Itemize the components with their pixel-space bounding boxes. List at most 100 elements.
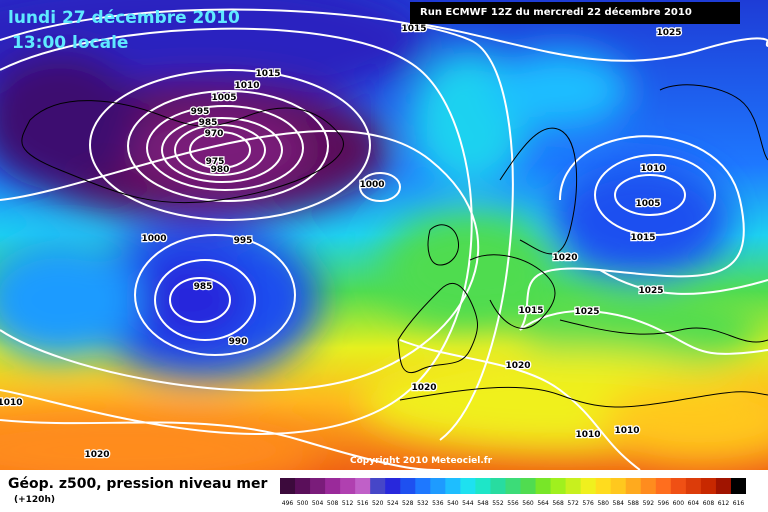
isobar-label: 1020 [505, 361, 530, 371]
legend-swatch [610, 478, 627, 494]
isobar-label: 1005 [211, 93, 236, 103]
geopotential-map: 1015 1025 1015 1010 1005 995 985 970 975 980 1000 1… [0, 0, 768, 470]
forecast-time: 13:00 locale [12, 33, 129, 53]
legend-swatch [355, 478, 371, 494]
legend-swatch [700, 478, 717, 494]
legend-label: 580 [597, 500, 609, 507]
legend-swatch [580, 478, 597, 494]
legend-swatch [385, 478, 401, 494]
isobar-label: 1025 [638, 286, 663, 296]
legend-label: 512 [342, 500, 354, 507]
isobar-label: 1010 [614, 426, 639, 436]
legend-label: 516 [357, 500, 369, 507]
forecast-range: (+120h) [14, 495, 55, 505]
legend-label: 524 [387, 500, 399, 507]
legend-label: 592 [643, 500, 655, 507]
legend-label: 548 [477, 500, 489, 507]
isobar-label: 1000 [359, 180, 384, 190]
legend-swatch [475, 478, 491, 494]
legend-swatch [370, 478, 386, 494]
legend-swatch [685, 478, 702, 494]
legend-swatch [490, 478, 506, 494]
legend-label: 500 [297, 500, 309, 507]
legend-label: 612 [718, 500, 730, 507]
legend-swatch [640, 478, 657, 494]
legend-label: 508 [327, 500, 339, 507]
isobar-label: 1015 [630, 233, 655, 243]
isobar-label: 1010 [0, 398, 23, 408]
isobar-label: 1025 [656, 28, 681, 38]
legend-swatch [715, 478, 732, 494]
legend-swatch [505, 478, 522, 494]
isobar-label: 1015 [518, 306, 543, 316]
isobar-label: 985 [194, 282, 213, 292]
legend-swatch [460, 478, 476, 494]
legend-swatch [625, 478, 642, 494]
isobar-label: 970 [205, 129, 224, 139]
isobar-label: 995 [234, 236, 253, 246]
legend-label: 616 [733, 500, 745, 507]
isobar-label: 1020 [84, 450, 109, 460]
legend-label: 588 [628, 500, 640, 507]
isobar-label: 1010 [575, 430, 600, 440]
isobar-label: 1020 [411, 383, 436, 393]
isobar-label: 1025 [574, 307, 599, 317]
legend-swatch [415, 478, 431, 494]
parameter-title: Géop. z500, pression niveau mer [8, 476, 268, 492]
isobar-label: 1000 [141, 234, 166, 244]
legend-label: 576 [582, 500, 594, 507]
legend-swatch [565, 478, 582, 494]
legend-label: 544 [462, 500, 474, 507]
color-scale-legend: 496 500 504 508 512 516 520 524 528 532 536 540 544 5… [280, 478, 746, 507]
legend-label: 608 [703, 500, 715, 507]
legend-label: 552 [492, 500, 504, 507]
isobars [0, 8, 768, 470]
legend-swatch [340, 478, 356, 494]
legend-swatch [310, 478, 326, 494]
isobar-label: 995 [191, 107, 210, 117]
legend-label: 504 [312, 500, 324, 507]
isobar-label: 1015 [255, 69, 280, 79]
legend-swatch [655, 478, 672, 494]
legend-label: 572 [567, 500, 579, 507]
isobar-label: 990 [229, 337, 248, 347]
legend-swatch [520, 478, 537, 494]
isobar-label: 1005 [635, 199, 660, 209]
coastlines [21, 84, 768, 408]
legend-label: 564 [537, 500, 549, 507]
map-canvas: 1015 102510151010100599598597097598010001… [0, 0, 768, 470]
legend-label: 600 [673, 500, 685, 507]
isobar-label: 1010 [234, 81, 259, 91]
forecast-date: lundi 27 décembre 2010 [8, 8, 240, 28]
legend-swatch [730, 478, 746, 494]
legend-label: 496 [282, 500, 294, 507]
legend-swatch [670, 478, 687, 494]
legend-label: 528 [402, 500, 414, 507]
legend-label: 584 [613, 500, 625, 507]
isobar-label: 985 [199, 118, 218, 128]
isobar-label: 1015 [401, 24, 426, 34]
legend-label: 540 [447, 500, 459, 507]
legend-swatch [550, 478, 567, 494]
isobar-label: 980 [211, 165, 230, 175]
legend-label: 536 [432, 500, 444, 507]
legend-label: 520 [372, 500, 384, 507]
isobar-label: 975 [206, 157, 225, 167]
legend-label: 604 [688, 500, 700, 507]
legend-label: 556 [507, 500, 519, 507]
legend-swatch [280, 478, 296, 494]
model-run-label: Run ECMWF 12Z du mercredi 22 décembre 20… [410, 2, 740, 24]
legend-label: 596 [658, 500, 670, 507]
legend-swatch [595, 478, 612, 494]
legend-swatch [535, 478, 552, 494]
isobar-label: 1020 [552, 253, 577, 263]
legend-label: 532 [417, 500, 429, 507]
copyright-notice: Copyright 2010 Meteociel.fr [350, 456, 493, 466]
legend-swatch [400, 478, 416, 494]
legend-swatch [325, 478, 341, 494]
legend-swatch [445, 478, 461, 494]
legend-swatch [430, 478, 446, 494]
legend-label: 560 [522, 500, 534, 507]
isobar-label: 1010 [640, 164, 665, 174]
